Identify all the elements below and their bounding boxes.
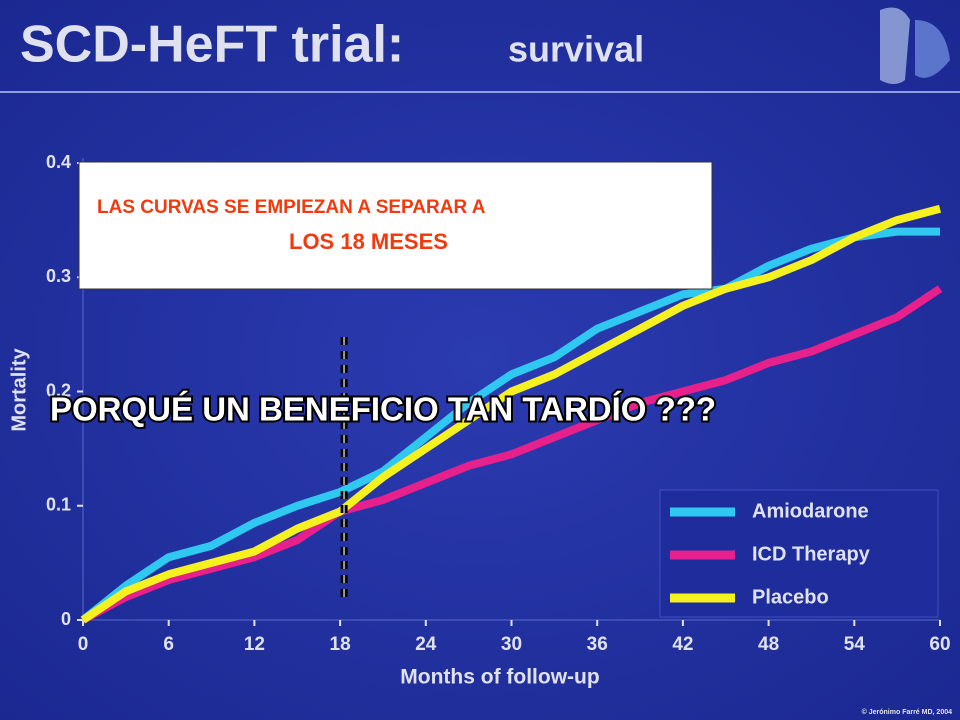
x-tick-label: 36: [587, 634, 608, 655]
x-tick-label: 18: [330, 634, 351, 655]
annotation: LOS 18 MESES: [289, 229, 448, 254]
legend-label: ICD Therapy: [752, 543, 871, 565]
series-line: [80, 204, 942, 624]
subtitle: survival: [508, 29, 644, 70]
x-tick-label: 48: [758, 634, 779, 655]
logo: [880, 7, 950, 85]
y-tick-label: 0.1: [46, 495, 71, 515]
x-tick-label: 42: [672, 634, 693, 655]
x-axis-label: Months of follow-up: [400, 666, 599, 689]
annotation: PORQUÉ UN BENEFICIO TAN TARDÍO ???: [50, 391, 716, 428]
legend: Amiodarone ICD Therapy Placebo: [659, 489, 939, 618]
annotation: LAS CURVAS SE EMPIEZAN A SEPARAR A: [97, 197, 486, 218]
plot: 0 0.1 0.2 0.3 0.4 0 6 12 18 24 30 36 42 48 54 60: [46, 152, 951, 655]
x-tick-label: 12: [244, 634, 265, 655]
series-line: [81, 285, 943, 624]
credit: © Jerónimo Farré MD, 2004: [862, 708, 952, 716]
legend-label: Placebo: [752, 586, 829, 608]
x-tick-label: 30: [501, 634, 522, 655]
x-tick-label: 54: [844, 634, 866, 655]
x-tick-label: 60: [929, 634, 950, 655]
title: SCD-HeFT trial:: [20, 16, 404, 74]
x-tick-label: 6: [163, 634, 174, 655]
y-axis-label: Mortality: [8, 347, 30, 431]
x-tick-label: 0: [78, 634, 89, 655]
y-tick-label: 0.4: [46, 152, 71, 172]
annotation-box: [78, 161, 713, 290]
overlay: LAS CURVAS SE EMPIEZAN A SEPARAR A LOS 1…: [78, 161, 713, 290]
legend-label: Amiodarone: [752, 500, 869, 522]
series-line: [80, 227, 940, 624]
y-tick-label: 0: [61, 609, 71, 629]
y-tick-label: 0.3: [46, 266, 71, 286]
y-tick-label: 0.2: [46, 380, 71, 400]
x-tick-label: 24: [415, 634, 437, 655]
